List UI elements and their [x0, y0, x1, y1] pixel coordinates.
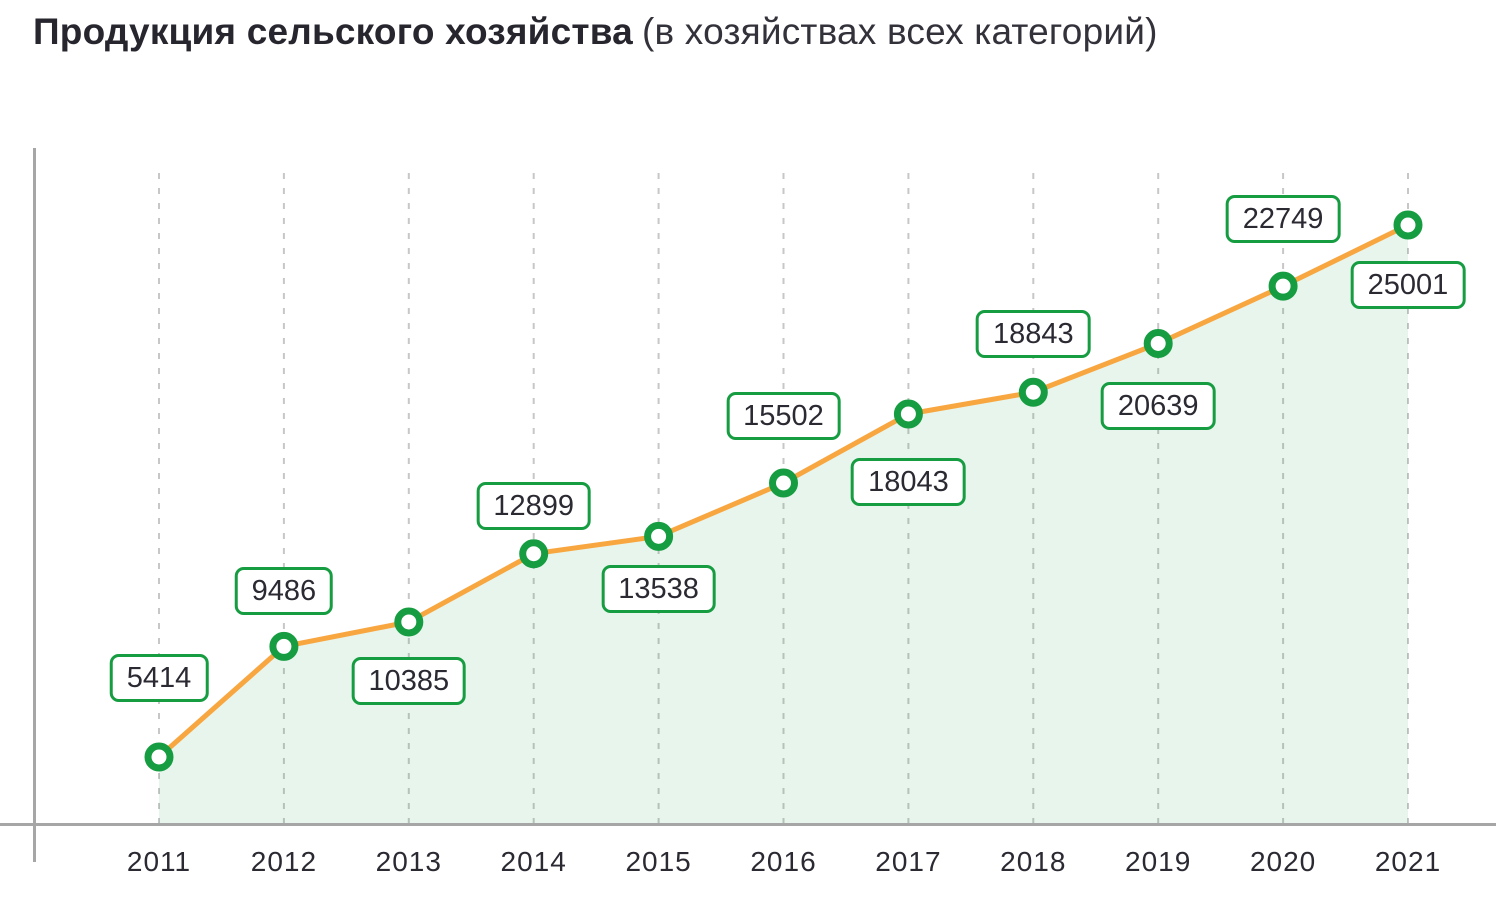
data-point-marker: [893, 399, 923, 429]
data-point-marker: [769, 468, 798, 498]
chart-title: Продукция сельского хозяйства (в хозяйств…: [33, 6, 1158, 58]
data-point-marker: [1268, 271, 1298, 301]
data-point-marker: [394, 607, 424, 637]
data-point-marker: [1018, 377, 1048, 407]
data-point-marker: [519, 539, 549, 569]
chart-title-main: Продукция сельского хозяйства: [33, 11, 633, 52]
data-point-marker: [1143, 328, 1173, 358]
data-point-marker: [1393, 210, 1423, 240]
chart-title-suffix: (в хозяйствах всех категорий): [641, 11, 1158, 52]
data-point-marker: [144, 742, 174, 772]
data-point-marker: [269, 631, 299, 661]
area-fill: [159, 224, 1408, 823]
data-point-marker: [644, 521, 674, 551]
